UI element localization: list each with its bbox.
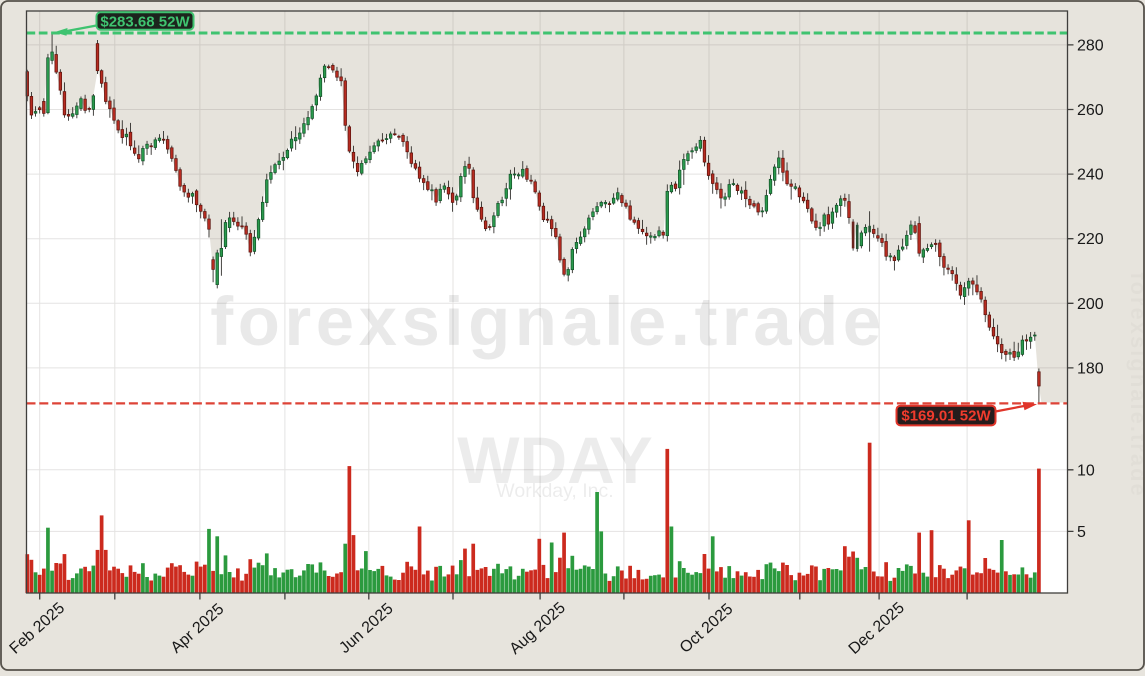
svg-text:260: 260 (1077, 102, 1104, 119)
svg-text:$169.01 52W: $169.01 52W (901, 408, 991, 425)
svg-text:180: 180 (1077, 360, 1104, 377)
svg-text:280: 280 (1077, 37, 1104, 54)
svg-text:Workday, Inc.: Workday, Inc. (496, 480, 613, 502)
svg-text:$283.68 52W: $283.68 52W (100, 13, 190, 30)
svg-text:10: 10 (1077, 462, 1095, 479)
svg-text:240: 240 (1077, 167, 1104, 184)
svg-text:220: 220 (1077, 231, 1104, 248)
svg-text:WDAY: WDAY (457, 423, 653, 497)
svg-text:forexsignale.trade: forexsignale.trade (210, 283, 885, 360)
svg-text:forexsignale.trade: forexsignale.trade (1126, 272, 1145, 498)
svg-text:5: 5 (1077, 524, 1086, 541)
svg-text:200: 200 (1077, 296, 1104, 313)
